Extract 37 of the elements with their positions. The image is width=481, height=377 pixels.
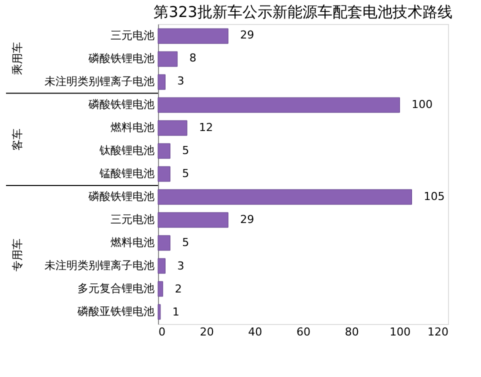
data-label: 29 (240, 28, 254, 42)
data-label: 100 (412, 98, 433, 111)
y-tick-label: 多元复合锂电池 (78, 282, 154, 295)
y-tick-label: 燃料电池 (110, 236, 154, 249)
y-tick-label: 未注明类别锂离子电池 (44, 75, 154, 88)
x-tick-label: 0 (158, 326, 166, 338)
x-tick-label: 20 (200, 326, 214, 338)
chart-title: 第323批新车公示新能源车配套电池技术路线 (154, 3, 452, 21)
data-label: 12 (199, 120, 213, 134)
data-label: 1 (172, 305, 180, 318)
y-tick-label: 钛酸锂电池 (98, 144, 154, 158)
y-tick-label: 锰酸锂电池 (98, 167, 154, 180)
data-label: 3 (177, 74, 184, 88)
y-tick-label: 磷酸铁锂电池 (88, 52, 154, 66)
data-label: 5 (182, 167, 190, 180)
y-tick-label: 燃料电池 (110, 121, 154, 134)
x-tick-label: 80 (344, 326, 359, 338)
text: 乘用车 (11, 42, 24, 76)
x-tick-label: 40 (248, 326, 262, 338)
data-label: 105 (424, 190, 445, 204)
data-label: 5 (182, 236, 190, 250)
x-tick-label: 60 (296, 326, 310, 338)
y-tick-label: 磷酸铁锂电池 (88, 98, 154, 112)
data-label: 3 (177, 259, 184, 272)
y-tick-label: 三元电池 (110, 212, 154, 226)
y-tick-label: 磷酸铁锂电池 (88, 190, 154, 203)
data-label: 2 (174, 282, 182, 296)
y-tick-label: 未注明类别锂离子电池 (44, 258, 154, 272)
y-tick-label: 磷酸亚铁锂电池 (76, 304, 154, 318)
data-label: 5 (182, 144, 190, 157)
data-label: 8 (189, 52, 196, 65)
x-tick-label: 100 (390, 326, 411, 338)
y-tick-label: 三元电池 (110, 29, 154, 42)
text: 客车 (11, 128, 24, 150)
data-label: 29 (240, 213, 254, 226)
x-tick-label: 120 (428, 326, 448, 338)
text: 专用车 (11, 238, 24, 272)
